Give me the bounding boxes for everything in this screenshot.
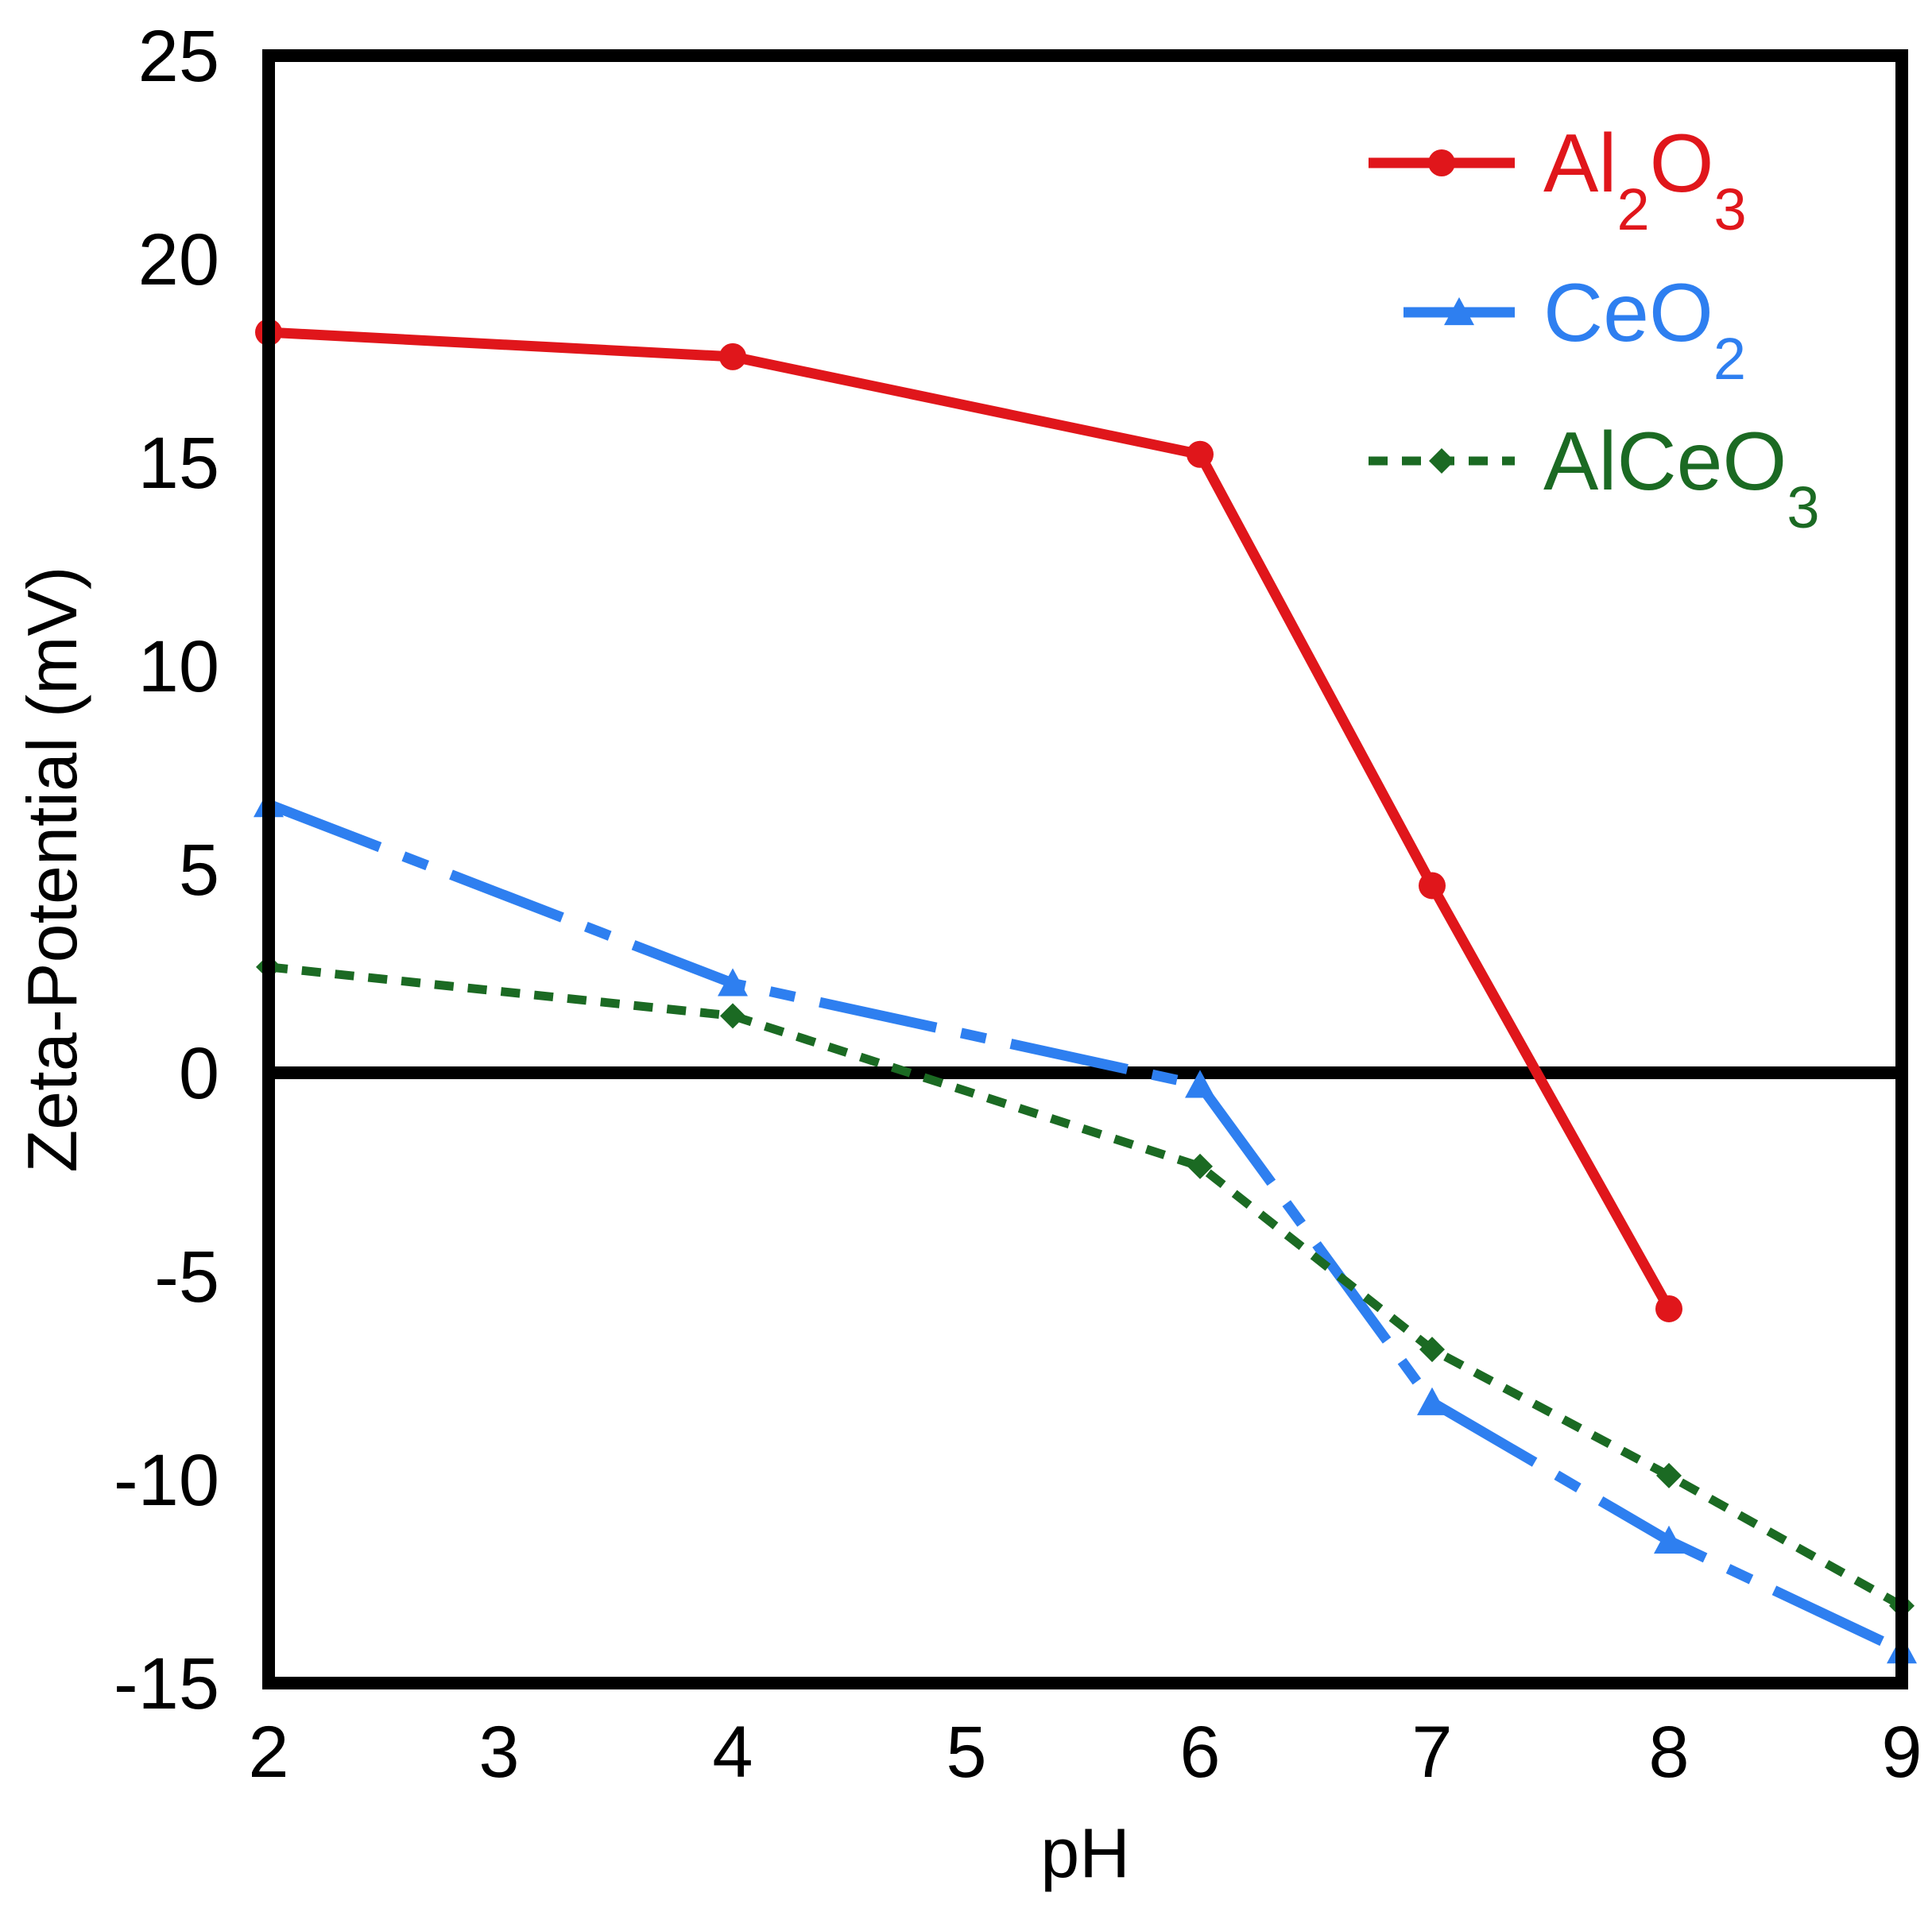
legend-label-part: O — [1650, 118, 1714, 210]
series-line — [268, 962, 1904, 1610]
x-tick-label: 8 — [1648, 1712, 1689, 1793]
legend-label-subscript: 2 — [1616, 176, 1649, 242]
data-point-triangle — [1654, 1525, 1684, 1554]
x-tick-label: 4 — [712, 1712, 753, 1793]
data-point-circle — [1428, 149, 1455, 176]
legend-label-subscript: 3 — [1787, 474, 1819, 540]
legend-label: CeO2 — [1543, 267, 1746, 392]
plot-area-frame — [262, 49, 1908, 1689]
y-tick-label: 5 — [179, 830, 219, 911]
y-tick-label: 0 — [179, 1033, 219, 1114]
legend-label-subscript: 3 — [1714, 176, 1747, 242]
y-tick-label: 25 — [138, 16, 219, 97]
data-point-diamond — [1187, 1153, 1213, 1179]
legend-label-subscript: 2 — [1713, 326, 1746, 392]
y-tick-label: -5 — [154, 1237, 219, 1318]
x-axis-title: pH — [1040, 1813, 1130, 1892]
y-tick-labels: 25 20 15 10 5 0 -5 -10 -15 — [114, 16, 219, 1724]
x-tick-label: 5 — [946, 1712, 986, 1793]
x-tick-label: 3 — [478, 1712, 519, 1793]
data-point-triangle — [1444, 297, 1474, 326]
data-point-triangle — [718, 968, 748, 997]
y-tick-label: -15 — [114, 1643, 219, 1724]
series-line — [266, 799, 1904, 1655]
x-tick-label: 7 — [1411, 1712, 1452, 1793]
data-point-triangle — [1417, 1387, 1447, 1415]
data-point-diamond — [1429, 448, 1454, 474]
x-tick-label: 2 — [248, 1712, 288, 1793]
data-point-circle — [1187, 440, 1214, 468]
y-axis-title: Zeta-Potential (mV) — [13, 567, 91, 1173]
legend-item-ceo2: CeO2 — [1404, 267, 1746, 392]
y-tick-label: 15 — [138, 423, 219, 504]
x-tick-label: 6 — [1179, 1712, 1220, 1793]
data-point-diamond — [1419, 1337, 1445, 1363]
y-tick-label: 20 — [138, 219, 219, 300]
legend-label-part: AlCeO — [1543, 416, 1787, 508]
x-tick-labels: 2 3 4 5 6 7 8 9 — [248, 1712, 1922, 1793]
data-point-diamond — [1656, 1462, 1682, 1488]
legend-item-al2o3: Al2O3 — [1369, 118, 1747, 242]
legend-label: Al2O3 — [1543, 118, 1747, 242]
data-point-circle — [1419, 872, 1446, 900]
legend-label-part: Al — [1543, 118, 1616, 210]
legend-label: AlCeO3 — [1543, 416, 1819, 540]
data-point-triangle — [1185, 1070, 1215, 1098]
legend-label-part: CeO — [1543, 267, 1713, 359]
data-point-circle — [719, 343, 746, 370]
y-tick-label: 10 — [138, 626, 219, 707]
x-tick-label: 9 — [1881, 1712, 1922, 1793]
data-point-circle — [1655, 1295, 1682, 1322]
legend-item-alceo3: AlCeO3 — [1369, 416, 1819, 540]
data-point-diamond — [720, 1003, 745, 1029]
y-tick-label: -10 — [114, 1440, 219, 1521]
